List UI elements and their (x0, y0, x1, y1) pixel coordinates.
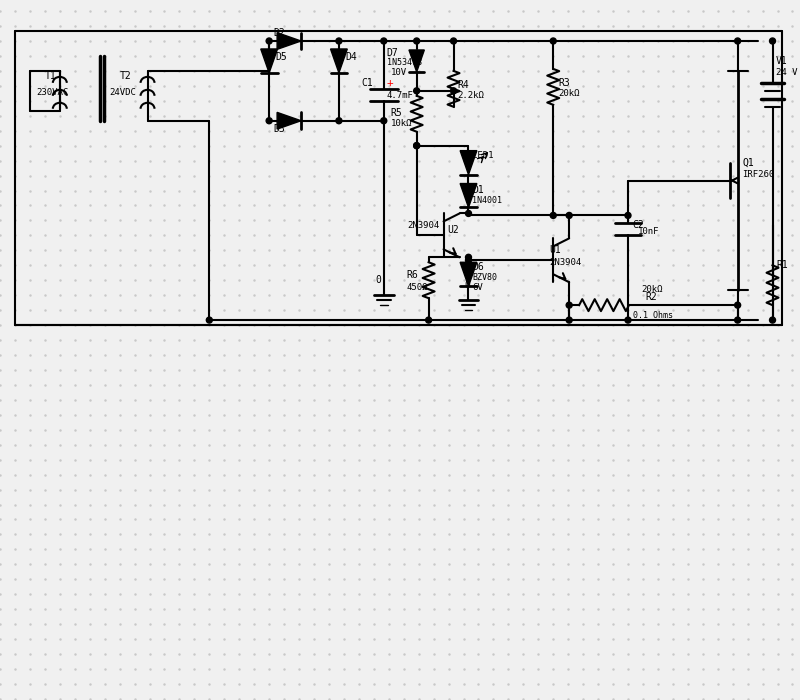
Circle shape (414, 143, 420, 148)
Text: 2N3904: 2N3904 (408, 221, 440, 230)
Text: 450Ω: 450Ω (406, 283, 428, 292)
Text: V1: V1 (775, 56, 787, 66)
Text: U2: U2 (447, 225, 459, 235)
Text: IRF260: IRF260 (742, 170, 775, 179)
Text: 10V: 10V (390, 69, 407, 78)
Text: T2: T2 (120, 71, 131, 81)
Text: 4.7mF: 4.7mF (386, 91, 414, 100)
Circle shape (414, 143, 420, 148)
Text: BZV80: BZV80 (473, 273, 498, 281)
Text: 6V: 6V (473, 283, 483, 292)
Text: 10kΩ: 10kΩ (390, 119, 412, 128)
Text: 0: 0 (376, 275, 382, 285)
Circle shape (336, 38, 342, 44)
Circle shape (734, 317, 741, 323)
Polygon shape (330, 49, 347, 73)
Polygon shape (277, 113, 301, 129)
Text: 10nF: 10nF (638, 227, 659, 236)
Text: D4: D4 (345, 52, 357, 62)
Circle shape (466, 254, 471, 260)
Polygon shape (261, 49, 278, 73)
Polygon shape (409, 50, 424, 72)
Polygon shape (277, 33, 301, 50)
Circle shape (566, 212, 572, 218)
Circle shape (625, 212, 631, 218)
Text: R5: R5 (390, 108, 402, 118)
Text: C2: C2 (632, 220, 644, 230)
Circle shape (734, 302, 741, 308)
Text: R4: R4 (458, 80, 470, 90)
Text: 0: 0 (465, 280, 470, 290)
Circle shape (734, 38, 741, 44)
Circle shape (414, 88, 420, 94)
Circle shape (550, 212, 556, 218)
Text: 0.1 Ohms: 0.1 Ohms (633, 311, 673, 320)
Circle shape (266, 38, 272, 44)
Text: 24 V: 24 V (775, 69, 797, 78)
Circle shape (450, 88, 457, 94)
Text: Q1: Q1 (742, 158, 754, 167)
Circle shape (566, 302, 572, 308)
Circle shape (450, 38, 457, 44)
Circle shape (770, 317, 775, 323)
Text: U1: U1 (550, 245, 561, 255)
Polygon shape (460, 150, 477, 174)
Text: D5: D5 (275, 52, 287, 62)
Text: D1: D1 (473, 185, 484, 195)
Circle shape (770, 38, 775, 44)
Text: 20kΩ: 20kΩ (558, 90, 580, 98)
Text: 230VAC: 230VAC (36, 88, 68, 97)
Circle shape (566, 317, 572, 323)
Polygon shape (460, 183, 477, 207)
Text: R3: R3 (558, 78, 570, 88)
Text: R1: R1 (777, 260, 788, 270)
Text: 24VDC: 24VDC (110, 88, 137, 97)
Circle shape (206, 317, 212, 323)
Text: 2.2kΩ: 2.2kΩ (458, 91, 485, 100)
Circle shape (550, 38, 556, 44)
Circle shape (426, 317, 432, 323)
Circle shape (381, 38, 386, 44)
Circle shape (336, 118, 342, 124)
Text: 2N3904: 2N3904 (550, 258, 582, 267)
Circle shape (381, 118, 386, 124)
Circle shape (625, 317, 631, 323)
Text: +: + (386, 78, 394, 88)
Text: D7: D7 (386, 48, 398, 58)
Circle shape (414, 38, 420, 44)
Text: LED1: LED1 (473, 151, 494, 160)
Text: T1: T1 (45, 71, 57, 81)
Text: R6: R6 (406, 270, 418, 280)
Text: D2: D2 (273, 28, 285, 38)
Text: 20kΩ: 20kΩ (641, 285, 662, 294)
Text: 1N4001: 1N4001 (473, 196, 502, 205)
Polygon shape (460, 262, 477, 286)
Circle shape (466, 258, 471, 263)
Text: D3: D3 (273, 124, 285, 134)
Text: D6: D6 (473, 262, 484, 272)
Text: C1: C1 (362, 78, 374, 88)
Circle shape (266, 118, 272, 124)
Text: 1N5347B: 1N5347B (386, 58, 422, 67)
Circle shape (466, 211, 471, 216)
Text: R2: R2 (645, 292, 657, 302)
